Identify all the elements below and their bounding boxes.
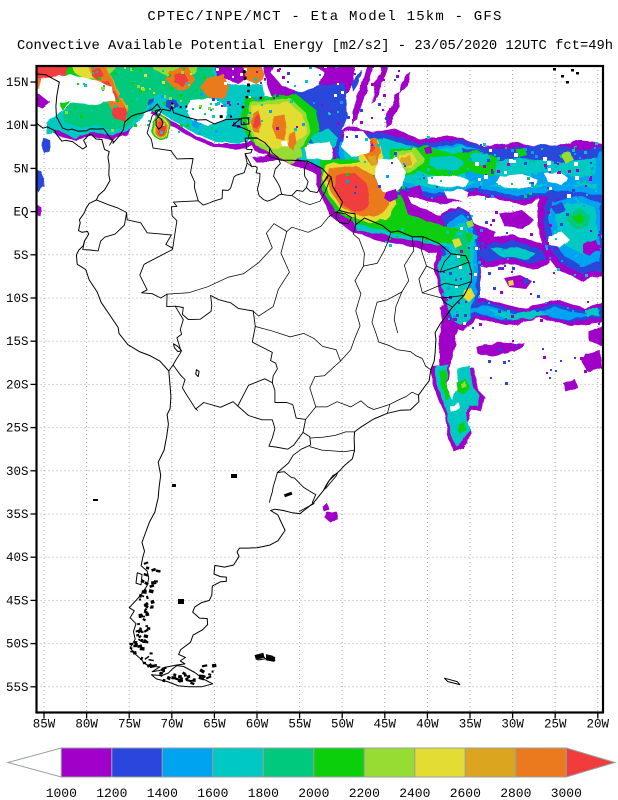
svg-text:EQ: EQ (13, 206, 28, 220)
svg-text:45S: 45S (6, 594, 29, 608)
svg-text:50S: 50S (6, 638, 29, 652)
svg-text:85W: 85W (33, 718, 56, 732)
svg-text:10S: 10S (6, 292, 29, 306)
svg-text:15S: 15S (6, 335, 29, 349)
svg-text:35S: 35S (6, 508, 29, 522)
svg-text:55W: 55W (288, 718, 311, 732)
svg-text:50W: 50W (331, 718, 354, 732)
svg-text:55S: 55S (6, 681, 29, 695)
svg-text:30S: 30S (6, 465, 29, 479)
svg-text:10N: 10N (6, 119, 29, 133)
svg-text:25W: 25W (544, 718, 567, 732)
svg-text:1400: 1400 (147, 786, 178, 800)
svg-text:30W: 30W (501, 718, 524, 732)
svg-text:2400: 2400 (399, 786, 430, 800)
svg-text:2800: 2800 (500, 786, 531, 800)
svg-text:CPTEC/INPE/MCT - Eta Model 15: CPTEC/INPE/MCT - Eta Model 15km - GFS (147, 9, 502, 25)
svg-text:20S: 20S (6, 378, 29, 392)
svg-text:75W: 75W (118, 718, 141, 732)
svg-text:5S: 5S (13, 249, 28, 263)
svg-text:45W: 45W (374, 718, 397, 732)
svg-text:70W: 70W (161, 718, 184, 732)
svg-text:1600: 1600 (197, 786, 228, 800)
svg-text:25S: 25S (6, 422, 29, 436)
svg-text:40S: 40S (6, 551, 29, 565)
svg-text:2600: 2600 (450, 786, 481, 800)
svg-text:2200: 2200 (349, 786, 380, 800)
svg-text:65W: 65W (203, 718, 226, 732)
svg-text:2000: 2000 (298, 786, 329, 800)
svg-text:Convective Available Potential: Convective Available Potential Energy [m… (17, 38, 613, 54)
svg-text:3000: 3000 (551, 786, 582, 800)
svg-text:80W: 80W (75, 718, 98, 732)
svg-text:35W: 35W (459, 718, 482, 732)
svg-text:60W: 60W (246, 718, 269, 732)
svg-text:5N: 5N (13, 162, 28, 176)
svg-text:15N: 15N (6, 76, 29, 90)
svg-text:1000: 1000 (46, 786, 77, 800)
svg-text:40W: 40W (416, 718, 439, 732)
svg-text:1800: 1800 (248, 786, 279, 800)
svg-text:1200: 1200 (96, 786, 127, 800)
svg-text:20W: 20W (587, 718, 610, 732)
